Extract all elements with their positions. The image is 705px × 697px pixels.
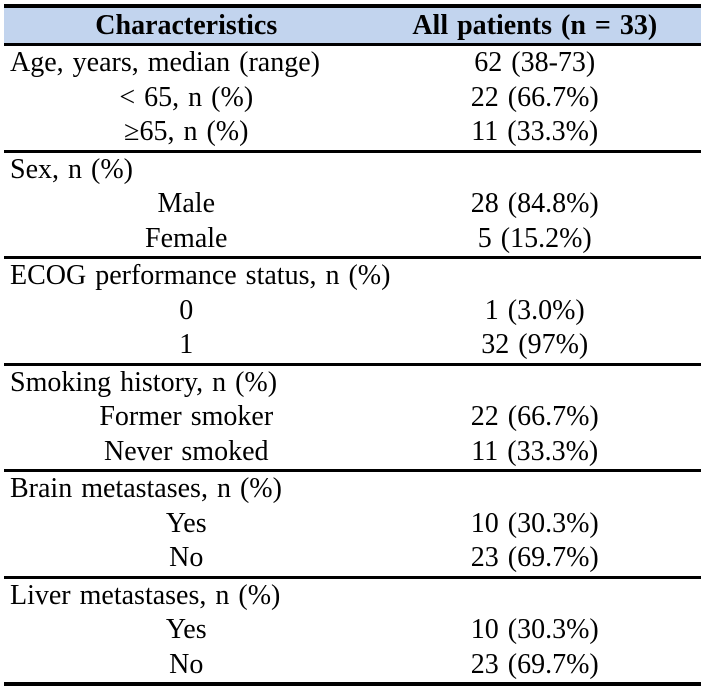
table-row: No 23 (69.7%)	[4, 648, 701, 683]
table-row: 1 32 (97%)	[4, 328, 701, 363]
row-label: Yes	[165, 507, 207, 539]
row-value: 23 (69.7%)	[470, 648, 599, 680]
row-value: 1 (3.0%)	[484, 294, 585, 326]
row-label: No	[169, 542, 204, 573]
row-label: Liver metastases, n (%)	[10, 579, 281, 611]
table-row: Female 5 (15.2%)	[4, 222, 701, 257]
row-value: 23 (69.7%)	[470, 542, 599, 573]
row-value: 28 (84.8%)	[470, 188, 599, 219]
row-label: Yes	[165, 614, 207, 645]
table-header-row: Characteristics All patients (n = 33)	[4, 8, 701, 46]
table-row: ≥65, n (%) 11 (33.3%)	[4, 115, 701, 150]
table-body: Age, years, median (range) 62 (38-73) < 65…	[4, 46, 701, 682]
table-section: Smoking history, n (%) Former smoker 22 (6…	[4, 366, 701, 472]
row-label: Male	[157, 188, 216, 219]
row-value: 22 (66.7%)	[470, 81, 599, 113]
table-row: Smoking history, n (%)	[4, 366, 701, 401]
row-value: 32 (97%)	[481, 329, 589, 360]
table-row: Brain metastases, n (%)	[4, 472, 701, 507]
table-section: Age, years, median (range) 62 (38-73) < 65…	[4, 46, 701, 153]
row-value: 10 (30.3%)	[470, 614, 599, 645]
table-section: ECOG performance status, n (%) 0 1 (3.0%) 1…	[4, 259, 701, 366]
table-row: No 23 (69.7%)	[4, 541, 701, 576]
table-section: Sex, n (%) Male 28 (84.8%) Female 5 (15.2%)	[4, 153, 701, 259]
table-row: Male 28 (84.8%)	[4, 187, 701, 222]
row-label: Age, years, median (range)	[10, 47, 320, 78]
row-label: < 65, n (%)	[119, 81, 254, 113]
table-row: 0 1 (3.0%)	[4, 294, 701, 329]
table-row: ECOG performance status, n (%)	[4, 259, 701, 294]
row-value: 11 (33.3%)	[471, 116, 599, 147]
row-label: Never smoked	[104, 435, 269, 467]
table-section: Brain metastases, n (%) Yes 10 (30.3%) No 23…	[4, 472, 701, 579]
row-label: Former smoker	[99, 401, 274, 432]
row-value: 62 (38-73)	[474, 47, 596, 78]
row-label: ECOG performance status, n (%)	[10, 260, 391, 291]
row-label: 1	[179, 329, 194, 360]
row-label: ≥65, n (%)	[124, 116, 249, 147]
patient-characteristics-table: Characteristics All patients (n = 33) Ag…	[4, 4, 701, 686]
header-all-patients: All patients (n = 33)	[412, 10, 658, 41]
row-label: Female	[145, 222, 228, 254]
table-row: Sex, n (%)	[4, 153, 701, 188]
row-value: 22 (66.7%)	[470, 401, 599, 432]
table-row: Yes 10 (30.3%)	[4, 507, 701, 542]
table-row: Liver metastases, n (%)	[4, 579, 701, 614]
row-label: No	[169, 648, 204, 680]
table-row: < 65, n (%) 22 (66.7%)	[4, 81, 701, 116]
row-value: 5 (15.2%)	[477, 222, 592, 254]
table-row: Age, years, median (range) 62 (38-73)	[4, 46, 701, 81]
row-label: Sex, n (%)	[10, 153, 133, 185]
header-characteristics: Characteristics	[95, 10, 278, 41]
row-value: 11 (33.3%)	[471, 435, 599, 467]
table-row: Never smoked 11 (33.3%)	[4, 435, 701, 470]
table-section: Liver metastases, n (%) Yes 10 (30.3%) No 23…	[4, 579, 701, 683]
table-row: Yes 10 (30.3%)	[4, 613, 701, 648]
row-value: 10 (30.3%)	[470, 507, 599, 539]
row-label: Smoking history, n (%)	[10, 366, 278, 398]
table-row: Former smoker 22 (66.7%)	[4, 400, 701, 435]
row-label: Brain metastases, n (%)	[10, 473, 282, 504]
row-label: 0	[179, 294, 194, 326]
